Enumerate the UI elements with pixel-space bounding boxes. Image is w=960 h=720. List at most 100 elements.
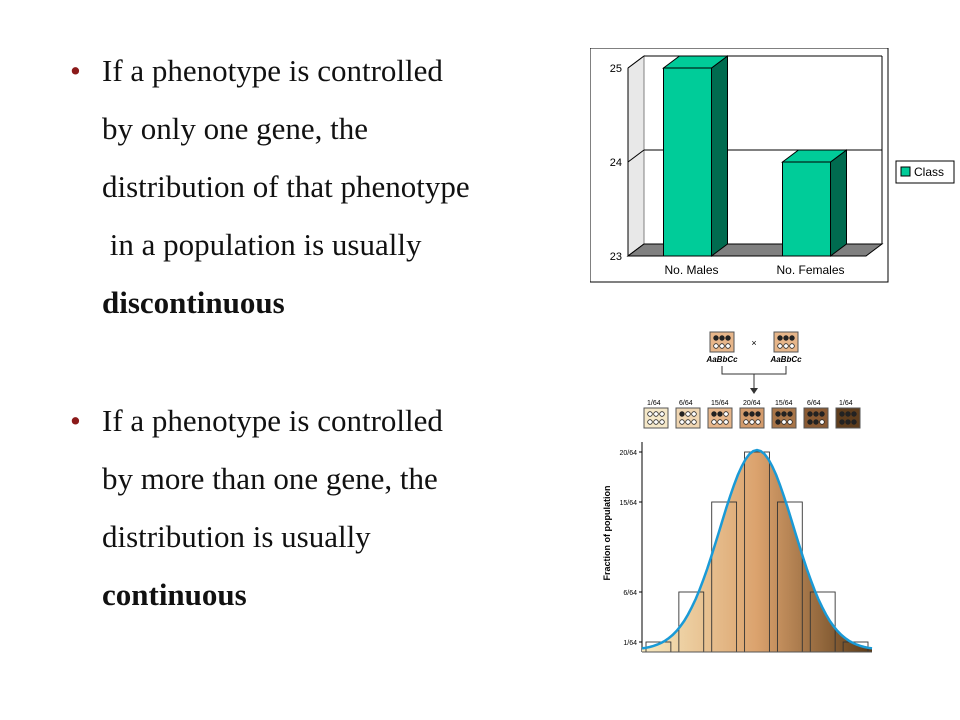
genotype-box xyxy=(739,407,765,429)
bar-side xyxy=(830,149,847,257)
bullet-one-emphasis: discontinuous xyxy=(102,285,285,320)
allele-dot xyxy=(713,335,719,341)
allele-dot xyxy=(647,411,653,417)
allele-dot xyxy=(653,419,659,425)
polygenic-distribution-chart: AaBbCc AaBbCc × 1/64 6/64 15/64 20/64 15/64 6/6… xyxy=(602,331,873,653)
y-tick-label: 15/64 xyxy=(619,500,637,507)
allele-dot xyxy=(789,343,795,349)
bar-front xyxy=(782,161,831,257)
allele-dot xyxy=(839,419,845,425)
arrow-head xyxy=(750,388,758,394)
offspring-fraction: 15/64 xyxy=(711,400,729,407)
allele-dot xyxy=(781,411,787,417)
bar xyxy=(662,55,729,257)
allele-dot xyxy=(839,411,845,417)
offspring-fraction: 20/64 xyxy=(743,400,761,407)
allele-dot xyxy=(725,343,731,349)
y-tick-label: 24 xyxy=(610,157,622,169)
x-tick-label: No. Females xyxy=(776,263,844,277)
allele-dot xyxy=(719,335,725,341)
cross-symbol: × xyxy=(751,338,756,348)
allele-dot xyxy=(819,411,825,417)
bar xyxy=(781,149,848,257)
offspring-box xyxy=(675,407,701,429)
offspring-genotype-row: 1/64 6/64 15/64 20/64 15/64 6/64 1/64 xyxy=(643,400,861,429)
allele-dot xyxy=(723,419,729,425)
allele-dot xyxy=(717,411,723,417)
offspring-fraction: 15/64 xyxy=(775,400,793,407)
bullet-one: • If a phenotype is controlled by only o… xyxy=(70,42,470,332)
bullet-two-line-3: distribution is usually xyxy=(102,519,371,554)
allele-dot xyxy=(851,411,857,417)
offspring-box xyxy=(739,407,765,429)
legend-swatch xyxy=(900,166,911,177)
offspring-fraction: 1/64 xyxy=(839,400,853,407)
bullet-one-line-2: by only one gene, the xyxy=(102,111,369,146)
grid-line xyxy=(627,55,645,69)
bullet-one-line-1: If a phenotype is controlled xyxy=(102,53,443,88)
allele-dot xyxy=(647,419,653,425)
genotype-box xyxy=(771,407,797,429)
genotype-box xyxy=(707,407,733,429)
allele-dot xyxy=(711,411,717,417)
allele-dot xyxy=(781,419,787,425)
offspring-box xyxy=(643,407,669,429)
allele-dot xyxy=(819,419,825,425)
allele-dot xyxy=(691,419,697,425)
genotype-box xyxy=(643,407,669,429)
parent-genotype: AaBbCc xyxy=(769,355,802,364)
allele-dot xyxy=(755,411,761,417)
distribution-plot: 1/64 6/64 15/64 20/64 xyxy=(619,442,873,653)
allele-dot xyxy=(789,335,795,341)
allele-dot xyxy=(777,335,783,341)
offspring-box xyxy=(707,407,733,429)
legend-label: Class xyxy=(914,165,944,179)
offspring-fraction: 6/64 xyxy=(807,400,821,407)
allele-dot xyxy=(783,343,789,349)
y-tick-label: 25 xyxy=(610,63,622,75)
offspring-box xyxy=(835,407,861,429)
allele-dot xyxy=(743,419,749,425)
genotype-box xyxy=(773,331,799,353)
allele-dot xyxy=(743,411,749,417)
allele-dot xyxy=(659,411,665,417)
y-tick-label: 6/64 xyxy=(623,590,637,597)
genotype-box xyxy=(675,407,701,429)
genotype-box xyxy=(709,331,735,353)
allele-dot xyxy=(691,411,697,417)
allele-dot xyxy=(845,411,851,417)
allele-dot xyxy=(755,419,761,425)
allele-dot xyxy=(775,419,781,425)
cross-arrow xyxy=(721,366,787,390)
allele-dot xyxy=(787,411,793,417)
bullet-one-line-4: in a population is usually xyxy=(102,227,422,262)
allele-dot xyxy=(713,343,719,349)
bullet-two-line-1: If a phenotype is controlled xyxy=(102,403,443,438)
allele-dot xyxy=(749,419,755,425)
x-tick-label: No. Males xyxy=(664,263,718,277)
curve-fill xyxy=(642,450,872,652)
bar-side xyxy=(711,55,728,257)
allele-dot xyxy=(777,343,783,349)
offspring-box xyxy=(771,407,797,429)
bullet-two-emphasis: continuous xyxy=(102,577,247,612)
allele-dot xyxy=(685,419,691,425)
normal-curve xyxy=(641,448,873,650)
allele-dot xyxy=(783,335,789,341)
bullet-two-line-2: by more than one gene, the xyxy=(102,461,438,496)
allele-dot xyxy=(775,411,781,417)
y-axis-label: Fraction of population xyxy=(602,486,612,581)
bullet-marker: • xyxy=(70,403,81,438)
bullet-one-line-3: distribution of that phenotype xyxy=(102,169,470,204)
allele-dot xyxy=(725,335,731,341)
allele-dot xyxy=(719,343,725,349)
allele-dot xyxy=(845,419,851,425)
allele-dot xyxy=(723,411,729,417)
gene-count-bar-chart: 23 24 25 No. Males No. Females Class xyxy=(590,48,955,283)
genotype-box xyxy=(835,407,861,429)
parent-box xyxy=(709,331,735,353)
allele-dot xyxy=(679,411,685,417)
allele-dot xyxy=(711,419,717,425)
y-tick-label: 23 xyxy=(610,251,622,263)
allele-dot xyxy=(749,411,755,417)
